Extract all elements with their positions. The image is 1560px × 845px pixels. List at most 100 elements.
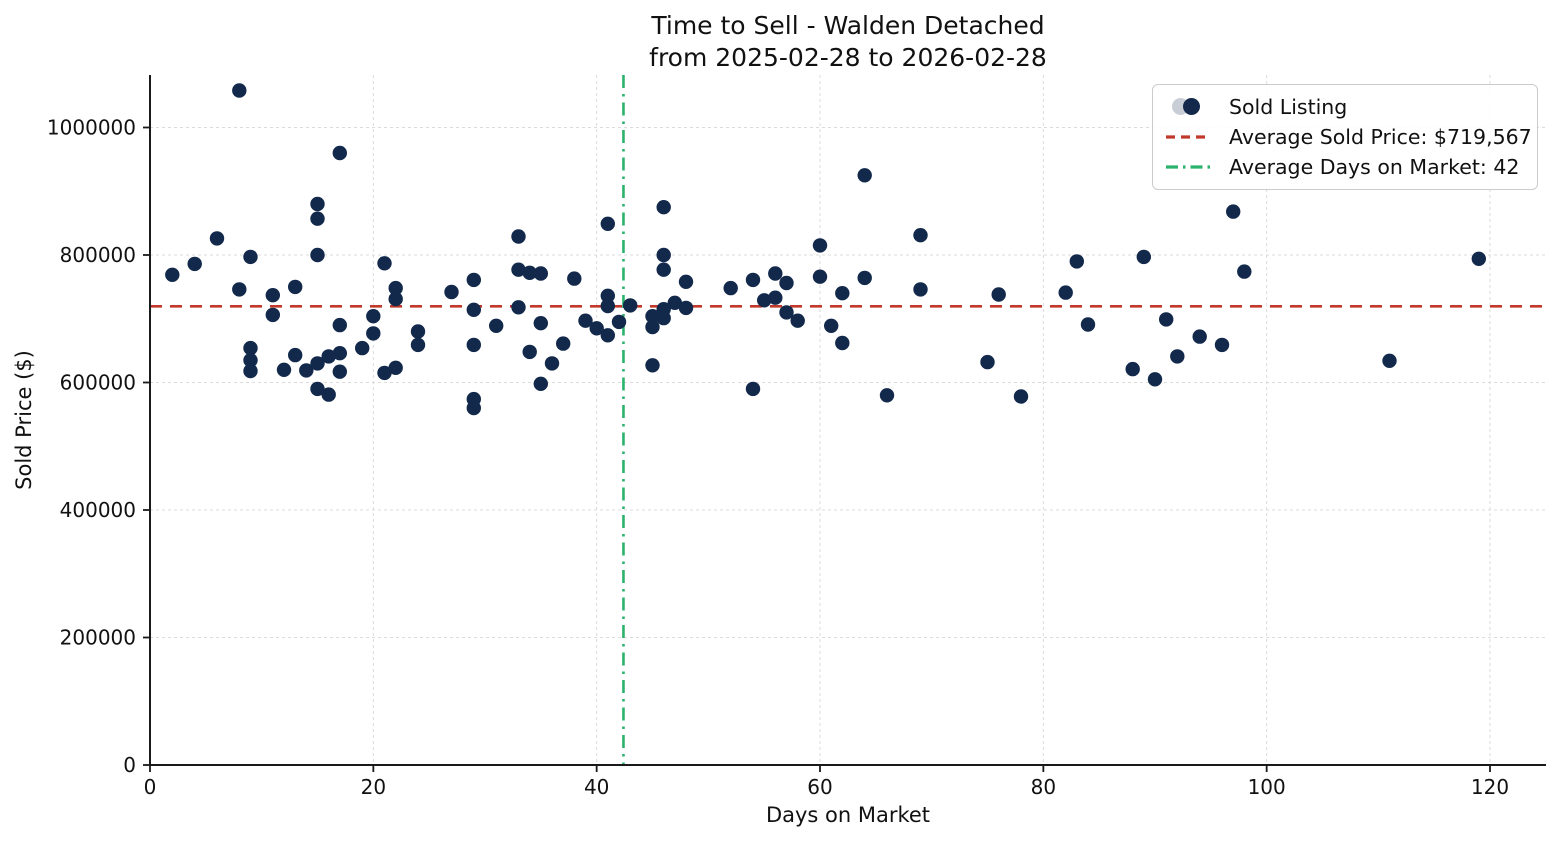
data-point [757, 293, 772, 308]
data-point [1013, 389, 1029, 404]
data-point [879, 388, 895, 403]
x-tick-label: 100 [1248, 775, 1286, 799]
data-point [600, 328, 615, 343]
y-tick-label: 1000000 [47, 116, 136, 140]
data-point [243, 353, 258, 368]
data-point [678, 274, 694, 289]
data-point [511, 229, 526, 244]
data-point [1147, 372, 1163, 387]
data-point [656, 310, 671, 326]
data-point [276, 362, 292, 377]
data-point [779, 305, 794, 320]
data-point [243, 363, 258, 379]
data-point [768, 266, 783, 281]
data-point [533, 376, 548, 391]
data-point [232, 83, 247, 98]
data-point [533, 266, 548, 281]
data-point [913, 282, 928, 297]
data-point [623, 298, 638, 313]
data-point [388, 360, 403, 375]
data-point [466, 337, 481, 353]
data-point [377, 365, 392, 381]
data-point [466, 302, 481, 317]
data-point [321, 349, 336, 364]
x-tick-label: 80 [1031, 775, 1056, 799]
data-point [1159, 312, 1174, 327]
y-tick-label: 400000 [60, 498, 136, 522]
x-tick-label: 120 [1471, 775, 1509, 799]
data-point [388, 291, 403, 307]
data-point [723, 280, 738, 296]
data-point [522, 265, 537, 280]
chart-title-line2: from 2025-02-28 to 2026-02-28 [649, 43, 1047, 72]
data-point [857, 168, 872, 183]
data-point [366, 309, 381, 324]
data-point [209, 231, 225, 246]
data-point [913, 228, 928, 243]
data-point [1170, 349, 1185, 364]
data-point [332, 317, 347, 333]
data-point [812, 238, 828, 253]
data-point [1471, 251, 1487, 266]
data-point [265, 288, 280, 303]
data-point [600, 288, 615, 303]
average-price-line-icon [1159, 133, 1217, 141]
data-point [768, 290, 783, 305]
data-point [332, 364, 347, 379]
data-point [243, 340, 258, 356]
data-point [678, 300, 694, 316]
x-tick-label: 40 [584, 775, 609, 799]
data-point [533, 316, 548, 331]
data-point [355, 340, 370, 356]
data-point [332, 346, 347, 361]
sold-listing-marker-icon [1159, 97, 1217, 117]
data-point [667, 295, 682, 310]
data-point [410, 337, 426, 353]
data-point [779, 275, 794, 291]
data-point [321, 387, 336, 402]
data-point [1382, 353, 1397, 368]
data-point [1136, 249, 1152, 265]
y-tick-label: 800000 [60, 243, 136, 267]
data-point [466, 400, 481, 416]
data-point [1237, 264, 1252, 279]
data-point [991, 287, 1006, 302]
chart-title: Time to Sell - Walden Detached from 2025… [150, 10, 1546, 74]
data-point [745, 381, 761, 397]
legend-label-sold-listing: Sold Listing [1229, 95, 1348, 119]
data-point [1125, 361, 1140, 377]
data-point [444, 284, 459, 300]
data-point [857, 270, 872, 286]
data-point [366, 326, 381, 341]
data-point [1214, 337, 1230, 353]
x-tick-label: 60 [807, 775, 832, 799]
legend-label-average-price: Average Sold Price: $719,567 [1229, 125, 1532, 149]
legend-item-sold-listing: Sold Listing [1159, 92, 1531, 122]
data-point [1226, 204, 1241, 219]
data-point [812, 269, 828, 284]
data-point [410, 324, 426, 339]
data-point [243, 249, 258, 265]
data-point [835, 335, 850, 351]
x-tick-label: 0 [144, 775, 157, 799]
data-point [1069, 254, 1085, 269]
data-point [299, 363, 314, 378]
legend: Sold Listing Average Sold Price: $719,56… [1152, 84, 1538, 190]
data-point [310, 356, 325, 371]
data-point [600, 298, 615, 314]
data-point [522, 344, 537, 360]
data-point [611, 314, 627, 330]
data-point [645, 319, 660, 335]
data-point [645, 309, 660, 324]
data-point [1058, 285, 1073, 300]
data-point [824, 318, 839, 333]
data-point [288, 279, 303, 295]
data-point [232, 282, 247, 297]
data-point [589, 321, 604, 336]
data-point [578, 313, 593, 328]
average-days-line-icon [1159, 163, 1217, 171]
data-point [511, 262, 526, 277]
data-point [600, 216, 615, 231]
